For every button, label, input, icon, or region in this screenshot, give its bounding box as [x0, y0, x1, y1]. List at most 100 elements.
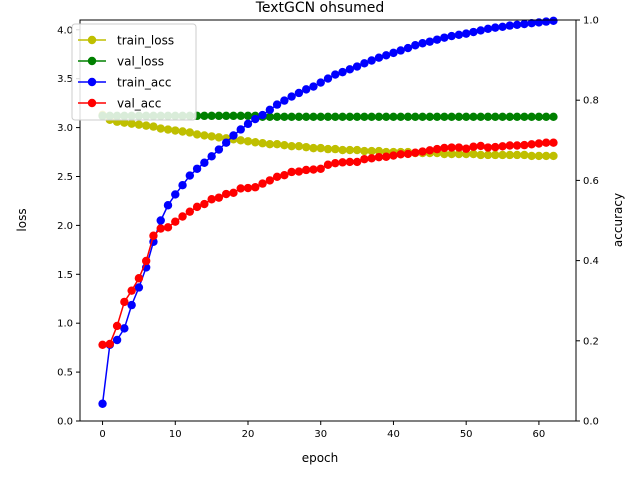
x-axis-label: epoch: [302, 451, 339, 465]
data-point-val_loss: [469, 113, 477, 121]
data-point-train_loss: [469, 150, 477, 158]
data-point-val_acc: [477, 142, 485, 150]
data-point-val_acc: [338, 158, 346, 166]
data-point-train_acc: [287, 92, 295, 100]
data-point-train_acc: [302, 85, 310, 93]
data-point-train_acc: [513, 21, 521, 29]
legend-marker-val_loss: [88, 57, 96, 65]
data-point-train_acc: [535, 18, 543, 26]
y-tick-label: 3.0: [57, 123, 73, 134]
data-point-val_acc: [469, 143, 477, 151]
data-point-train_acc: [426, 37, 434, 45]
data-point-val_acc: [418, 147, 426, 155]
data-point-val_acc: [411, 149, 419, 157]
data-point-val_acc: [535, 139, 543, 147]
legend-label-val_loss: val_loss: [117, 55, 164, 69]
y-tick-label: 1.5: [57, 270, 73, 281]
x-tick-label: 0: [99, 429, 105, 440]
data-point-val_acc: [295, 167, 303, 175]
data-point-val_loss: [317, 113, 325, 121]
data-point-train_acc: [258, 111, 266, 119]
data-point-train_acc: [207, 152, 215, 160]
data-point-train_loss: [266, 140, 274, 148]
x-tick-label: 10: [169, 429, 182, 440]
data-point-val_acc: [527, 140, 535, 148]
data-point-val_loss: [346, 113, 354, 121]
data-point-val_loss: [287, 113, 295, 121]
data-point-train_acc: [186, 171, 194, 179]
data-point-val_acc: [266, 176, 274, 184]
data-point-val_acc: [98, 341, 106, 349]
data-point-train_loss: [484, 151, 492, 159]
data-point-train_loss: [127, 119, 135, 127]
data-point-train_acc: [164, 201, 172, 209]
x-tick-label: 40: [387, 429, 400, 440]
data-point-train_loss: [527, 152, 535, 160]
data-point-val_acc: [498, 142, 506, 150]
data-point-val_loss: [200, 112, 208, 120]
data-point-train_loss: [251, 138, 259, 146]
data-point-train_loss: [506, 151, 514, 159]
data-point-val_acc: [237, 184, 245, 192]
data-point-val_acc: [193, 203, 201, 211]
data-point-val_acc: [440, 144, 448, 152]
y-tick-label: 0.0: [57, 417, 73, 428]
data-point-train_acc: [411, 41, 419, 49]
data-point-val_loss: [484, 113, 492, 121]
data-point-val_acc: [251, 183, 259, 191]
data-point-train_loss: [549, 152, 557, 160]
data-point-train_acc: [237, 125, 245, 133]
data-point-val_acc: [331, 159, 339, 167]
data-point-train_acc: [382, 51, 390, 59]
data-point-train_acc: [200, 159, 208, 167]
data-point-train_loss: [149, 122, 157, 130]
data-point-val_loss: [280, 113, 288, 121]
data-point-train_loss: [178, 127, 186, 135]
data-point-train_acc: [273, 100, 281, 108]
data-point-val_acc: [506, 141, 514, 149]
data-point-val_acc: [229, 189, 237, 197]
data-point-val_loss: [491, 113, 499, 121]
chart-title: TextGCN ohsumed: [255, 0, 385, 16]
data-point-val_acc: [389, 151, 397, 159]
data-point-val_loss: [498, 113, 506, 121]
data-point-val_acc: [382, 153, 390, 161]
data-point-val_acc: [426, 146, 434, 154]
data-point-val_loss: [462, 113, 470, 121]
data-point-train_acc: [295, 89, 303, 97]
data-point-val_acc: [542, 139, 550, 147]
data-point-train_loss: [200, 131, 208, 139]
data-point-train_acc: [222, 139, 230, 147]
data-point-val_acc: [513, 141, 521, 149]
y2-tick-label: 0.4: [583, 256, 599, 267]
data-point-val_loss: [309, 113, 317, 121]
x-tick-label: 50: [460, 429, 473, 440]
data-point-val_loss: [324, 113, 332, 121]
data-point-val_acc: [222, 190, 230, 198]
data-point-train_loss: [193, 130, 201, 138]
data-point-val_acc: [455, 143, 463, 151]
data-point-train_acc: [418, 39, 426, 47]
data-point-train_acc: [244, 120, 252, 128]
data-point-train_acc: [98, 400, 106, 408]
data-point-train_loss: [164, 125, 172, 133]
data-point-val_loss: [389, 113, 397, 121]
y-tick-label: 2.5: [57, 172, 73, 183]
data-point-train_acc: [433, 35, 441, 43]
data-point-train_loss: [338, 146, 346, 154]
data-point-val_acc: [433, 145, 441, 153]
data-point-train_acc: [469, 28, 477, 36]
data-point-val_acc: [309, 165, 317, 173]
data-point-val_loss: [273, 113, 281, 121]
data-point-train_acc: [404, 44, 412, 52]
x-tick-label: 60: [533, 429, 546, 440]
data-point-val_acc: [360, 155, 368, 163]
data-point-val_loss: [338, 113, 346, 121]
data-point-train_loss: [157, 124, 165, 132]
data-point-val_loss: [455, 113, 463, 121]
data-point-train_loss: [346, 146, 354, 154]
data-point-train_acc: [542, 17, 550, 25]
legend: train_loss val_loss train_acc val_acc: [72, 24, 196, 120]
data-point-train_loss: [331, 145, 339, 153]
data-point-train_loss: [542, 152, 550, 160]
